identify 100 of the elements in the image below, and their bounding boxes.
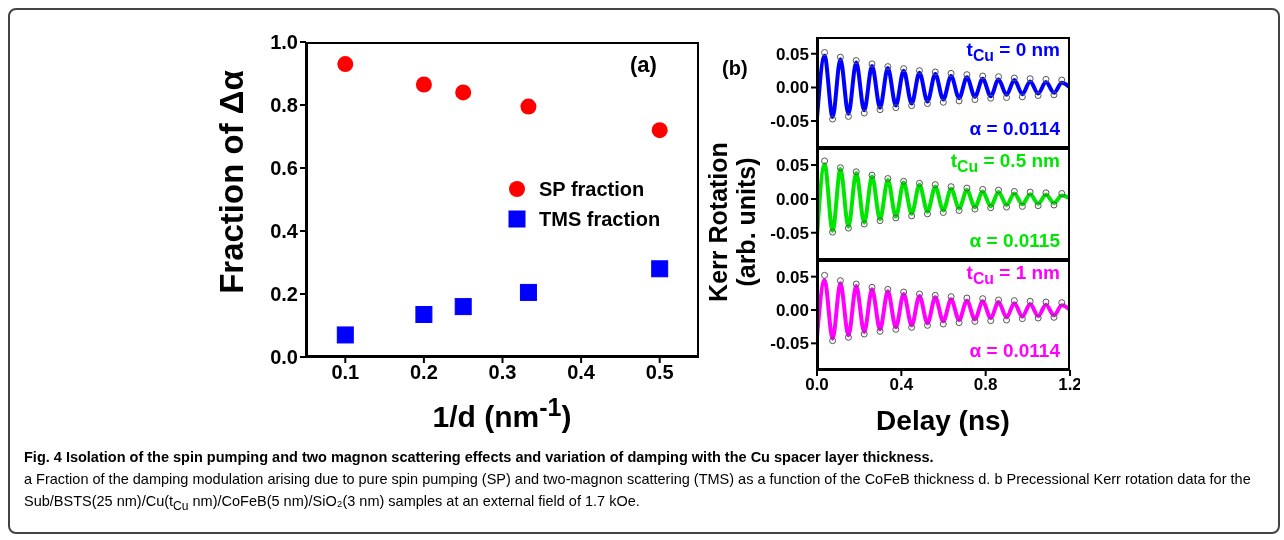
point <box>971 205 979 213</box>
point <box>821 48 829 56</box>
y-tick-label: 0.6 <box>270 157 298 180</box>
point <box>963 294 971 302</box>
point <box>908 323 916 331</box>
point <box>1058 299 1066 307</box>
point <box>860 109 868 117</box>
y-tick-label: 0.00 <box>775 78 809 98</box>
point <box>1026 75 1034 83</box>
point <box>1034 314 1042 322</box>
point <box>955 319 963 327</box>
point <box>923 321 931 329</box>
x-tick-label: 0.1 <box>331 361 360 384</box>
point <box>995 186 1003 194</box>
y-tick-label: 0.00 <box>775 189 809 209</box>
point <box>415 305 433 323</box>
point <box>519 283 537 301</box>
point <box>939 208 947 216</box>
point <box>876 106 884 114</box>
point <box>415 76 432 93</box>
y-axis-title: Kerr Rotation (arb. units) <box>704 141 760 304</box>
x-tick-label: 0.4 <box>567 361 596 384</box>
point <box>892 214 900 222</box>
point <box>987 317 995 325</box>
point <box>1003 203 1011 211</box>
legend-label: TMS fraction <box>539 207 661 231</box>
x-tick-label: 0.8 <box>973 375 998 395</box>
point <box>1018 202 1026 210</box>
point <box>939 320 947 328</box>
legend-label: SP fraction <box>539 177 645 201</box>
point <box>987 94 995 102</box>
y-tick-label: -0.05 <box>770 334 809 354</box>
point <box>852 168 860 176</box>
text: (b) <box>722 57 748 80</box>
y-tick-label: 0.8 <box>270 94 298 117</box>
point <box>829 337 837 345</box>
point <box>987 204 995 212</box>
point <box>520 98 537 115</box>
point <box>1050 91 1058 99</box>
y-tick-label: 1.0 <box>270 31 298 54</box>
point <box>829 228 837 236</box>
point <box>923 100 931 108</box>
annotation: α = 0.0114 <box>969 118 1060 140</box>
x-tick-label: 0.3 <box>488 361 517 384</box>
x-tick-label: 0.4 <box>889 375 914 395</box>
text: a Fraction of the damping modulation arising due to pure spin pumping (SP) and two-magnon scattering (TMS) as a function of the CoFeB thickness d. b Precessional Kerr rotation data for the Sub/BSTS(25 nm)/Cu(t$_{Cu}$ nm)/CoFeB(5 nm)/SiO₂(3 nm) samples at an external field of 1.7 kOe. <box>24 470 1252 515</box>
point <box>852 57 860 65</box>
annotation: t$_{Cu}$ = 0.5 nm <box>950 150 1060 176</box>
point <box>900 177 908 185</box>
x-tick-label: 0.0 <box>805 375 829 395</box>
point <box>915 67 923 75</box>
point <box>860 220 868 228</box>
point <box>876 217 884 225</box>
point <box>836 277 844 285</box>
y-tick-label: 0.05 <box>775 267 809 287</box>
point <box>844 224 852 232</box>
point <box>337 56 354 73</box>
point <box>995 73 1003 81</box>
x-axis-title: 1/d (nm$^{-1}$) <box>432 393 572 434</box>
y-tick-label: 0.0 <box>270 346 298 369</box>
point <box>931 181 939 189</box>
annotation: α = 0.0115 <box>969 230 1060 252</box>
point <box>1050 201 1058 209</box>
point <box>995 296 1003 304</box>
point <box>868 171 876 179</box>
point <box>1034 92 1042 100</box>
point <box>836 164 844 172</box>
y-tick-label: 0.05 <box>775 156 809 175</box>
point <box>860 330 868 338</box>
point <box>821 157 829 165</box>
y-tick-label: 0.2 <box>270 283 298 306</box>
point <box>852 280 860 288</box>
point <box>455 84 472 101</box>
point <box>1018 315 1026 323</box>
point <box>1010 187 1018 195</box>
point <box>971 96 979 104</box>
point <box>1034 202 1042 210</box>
point <box>836 53 844 61</box>
point <box>931 68 939 76</box>
x-tick-label: 0.2 <box>409 361 438 384</box>
point <box>908 212 916 220</box>
y-tick-label: -0.05 <box>770 223 809 243</box>
point <box>963 184 971 192</box>
point <box>939 98 947 106</box>
caption: Fig. 4 Isolation of the spin pumping and two magnon scattering effects and variation of damping with the Cu spacer layer thickness. <box>24 448 935 467</box>
point <box>884 63 892 71</box>
point <box>1003 316 1011 324</box>
point <box>892 104 900 112</box>
point <box>876 327 884 335</box>
point <box>1018 93 1026 101</box>
point <box>651 260 669 278</box>
point <box>915 290 923 298</box>
point <box>979 185 987 193</box>
point <box>947 293 955 301</box>
point <box>884 285 892 293</box>
point <box>454 298 472 316</box>
annotation: t$_{Cu}$ = 1 nm <box>966 262 1060 288</box>
point <box>955 97 963 105</box>
text: (a) <box>630 52 657 78</box>
point <box>1026 188 1034 196</box>
